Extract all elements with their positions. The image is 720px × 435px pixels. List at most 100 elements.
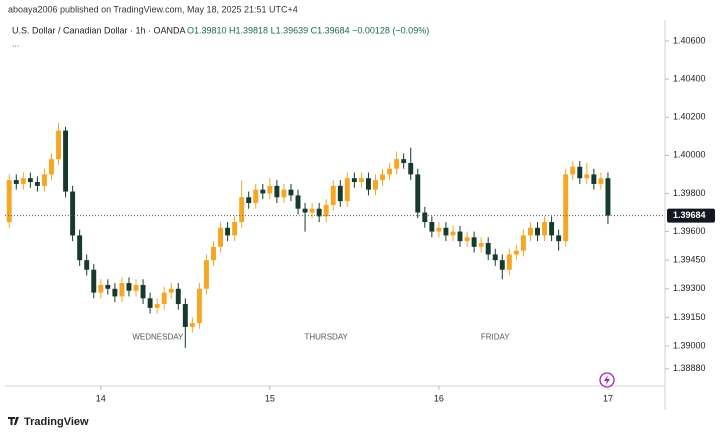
candle-body [98,284,104,293]
candle-body [239,197,245,223]
candle-body [380,174,386,181]
candle-body [133,284,139,291]
candle-body [429,222,435,232]
candle-body [218,227,224,247]
candle-body [34,182,40,186]
candle-body [175,288,181,305]
candle-body [154,304,160,308]
candle-body [520,235,526,251]
candle-body [126,283,132,291]
y-tick-label: 1.39450 [673,255,706,265]
candle-body [140,284,146,299]
candle-body [436,227,442,232]
candle-body [478,243,484,247]
candle-body [457,231,463,242]
x-tick-label: 14 [96,393,106,403]
y-tick-label: 1.40600 [673,35,706,45]
candle-body [344,178,350,202]
candle-body [281,189,287,198]
candle-body [84,260,90,270]
candle-body [450,231,456,236]
x-tick-label: 16 [434,393,444,403]
event-icon-bolt [604,375,610,385]
x-tick-label: 17 [603,393,613,403]
y-tick-label: 1.40200 [673,112,706,122]
candle-body [492,254,498,261]
candle-body [182,304,188,327]
candle-body [70,191,76,236]
candle-body [394,159,400,169]
candle-body [147,298,153,308]
candle-body [358,178,364,183]
candle-body [13,180,19,184]
candle-body [401,159,407,163]
more: ... [12,38,20,48]
candle-body [330,185,336,205]
candle-body [323,204,329,217]
candle-body [168,288,174,293]
candle-body [365,178,371,190]
candle-body [598,178,604,184]
footer-brand: TradingView [24,416,89,428]
y-tick-label: 1.39000 [673,340,706,350]
candle-body [41,174,47,186]
candle-body [225,227,231,236]
event-icon[interactable] [599,372,615,388]
candle-body [49,159,54,175]
candle-body [563,174,569,242]
candle-body [112,288,118,297]
candle-body [56,130,61,160]
candle-body [422,212,428,223]
x-tick-label: 15 [265,393,275,403]
candle-body [415,174,421,213]
candle-body [63,130,69,192]
y-tick-label: 1.39600 [673,226,706,236]
candle-body [232,222,238,236]
candle-body [302,208,308,213]
candle-body [274,185,280,198]
candle-body [549,222,555,236]
candle-body [309,208,315,213]
candle-body [542,222,548,236]
last-price-box [667,208,715,223]
candle-body [105,284,111,289]
candle-body [605,178,611,216]
candle-body [20,178,26,184]
candle-body [337,185,343,202]
candle-body [6,180,12,223]
y-tick-label: 1.40400 [673,73,706,83]
y-tick-label: 1.39300 [673,283,706,293]
candle-body [373,180,378,190]
candle-body [443,227,449,236]
day-annotation: FRIDAY [481,333,510,342]
day-annotation: THURSDAY [304,333,348,342]
candle-body [577,166,583,179]
candle-body [260,189,266,194]
candle-body [408,162,414,175]
candle-body [196,288,202,324]
candle-body [27,178,33,183]
y-tick-label: 1.39800 [673,188,706,198]
last-price-label: 1.39684 [673,210,706,220]
y-tick-label: 1.39150 [673,312,706,322]
candle-body [485,243,491,255]
ohlc: O1.39810 H1.39818 L1.39639 C1.39684 −0.0… [187,25,429,35]
candle-body [506,254,512,270]
candle-body [253,189,259,203]
candle-body [288,189,294,196]
candle-body [77,235,83,261]
candle-body [513,250,519,255]
candle-body [351,178,357,183]
candle-body [387,168,393,175]
candle-body [527,227,533,236]
symbol: U.S. Dollar / Canadian Dollar · 1h · OAN… [12,25,186,35]
candle-body [535,227,540,236]
candle-body [211,246,216,261]
y-tick-label: 1.38880 [673,363,706,373]
candle-body [570,166,576,175]
day-annotation: WEDNESDAY [132,333,184,342]
candle-body [267,185,273,194]
candle-body [91,269,97,293]
